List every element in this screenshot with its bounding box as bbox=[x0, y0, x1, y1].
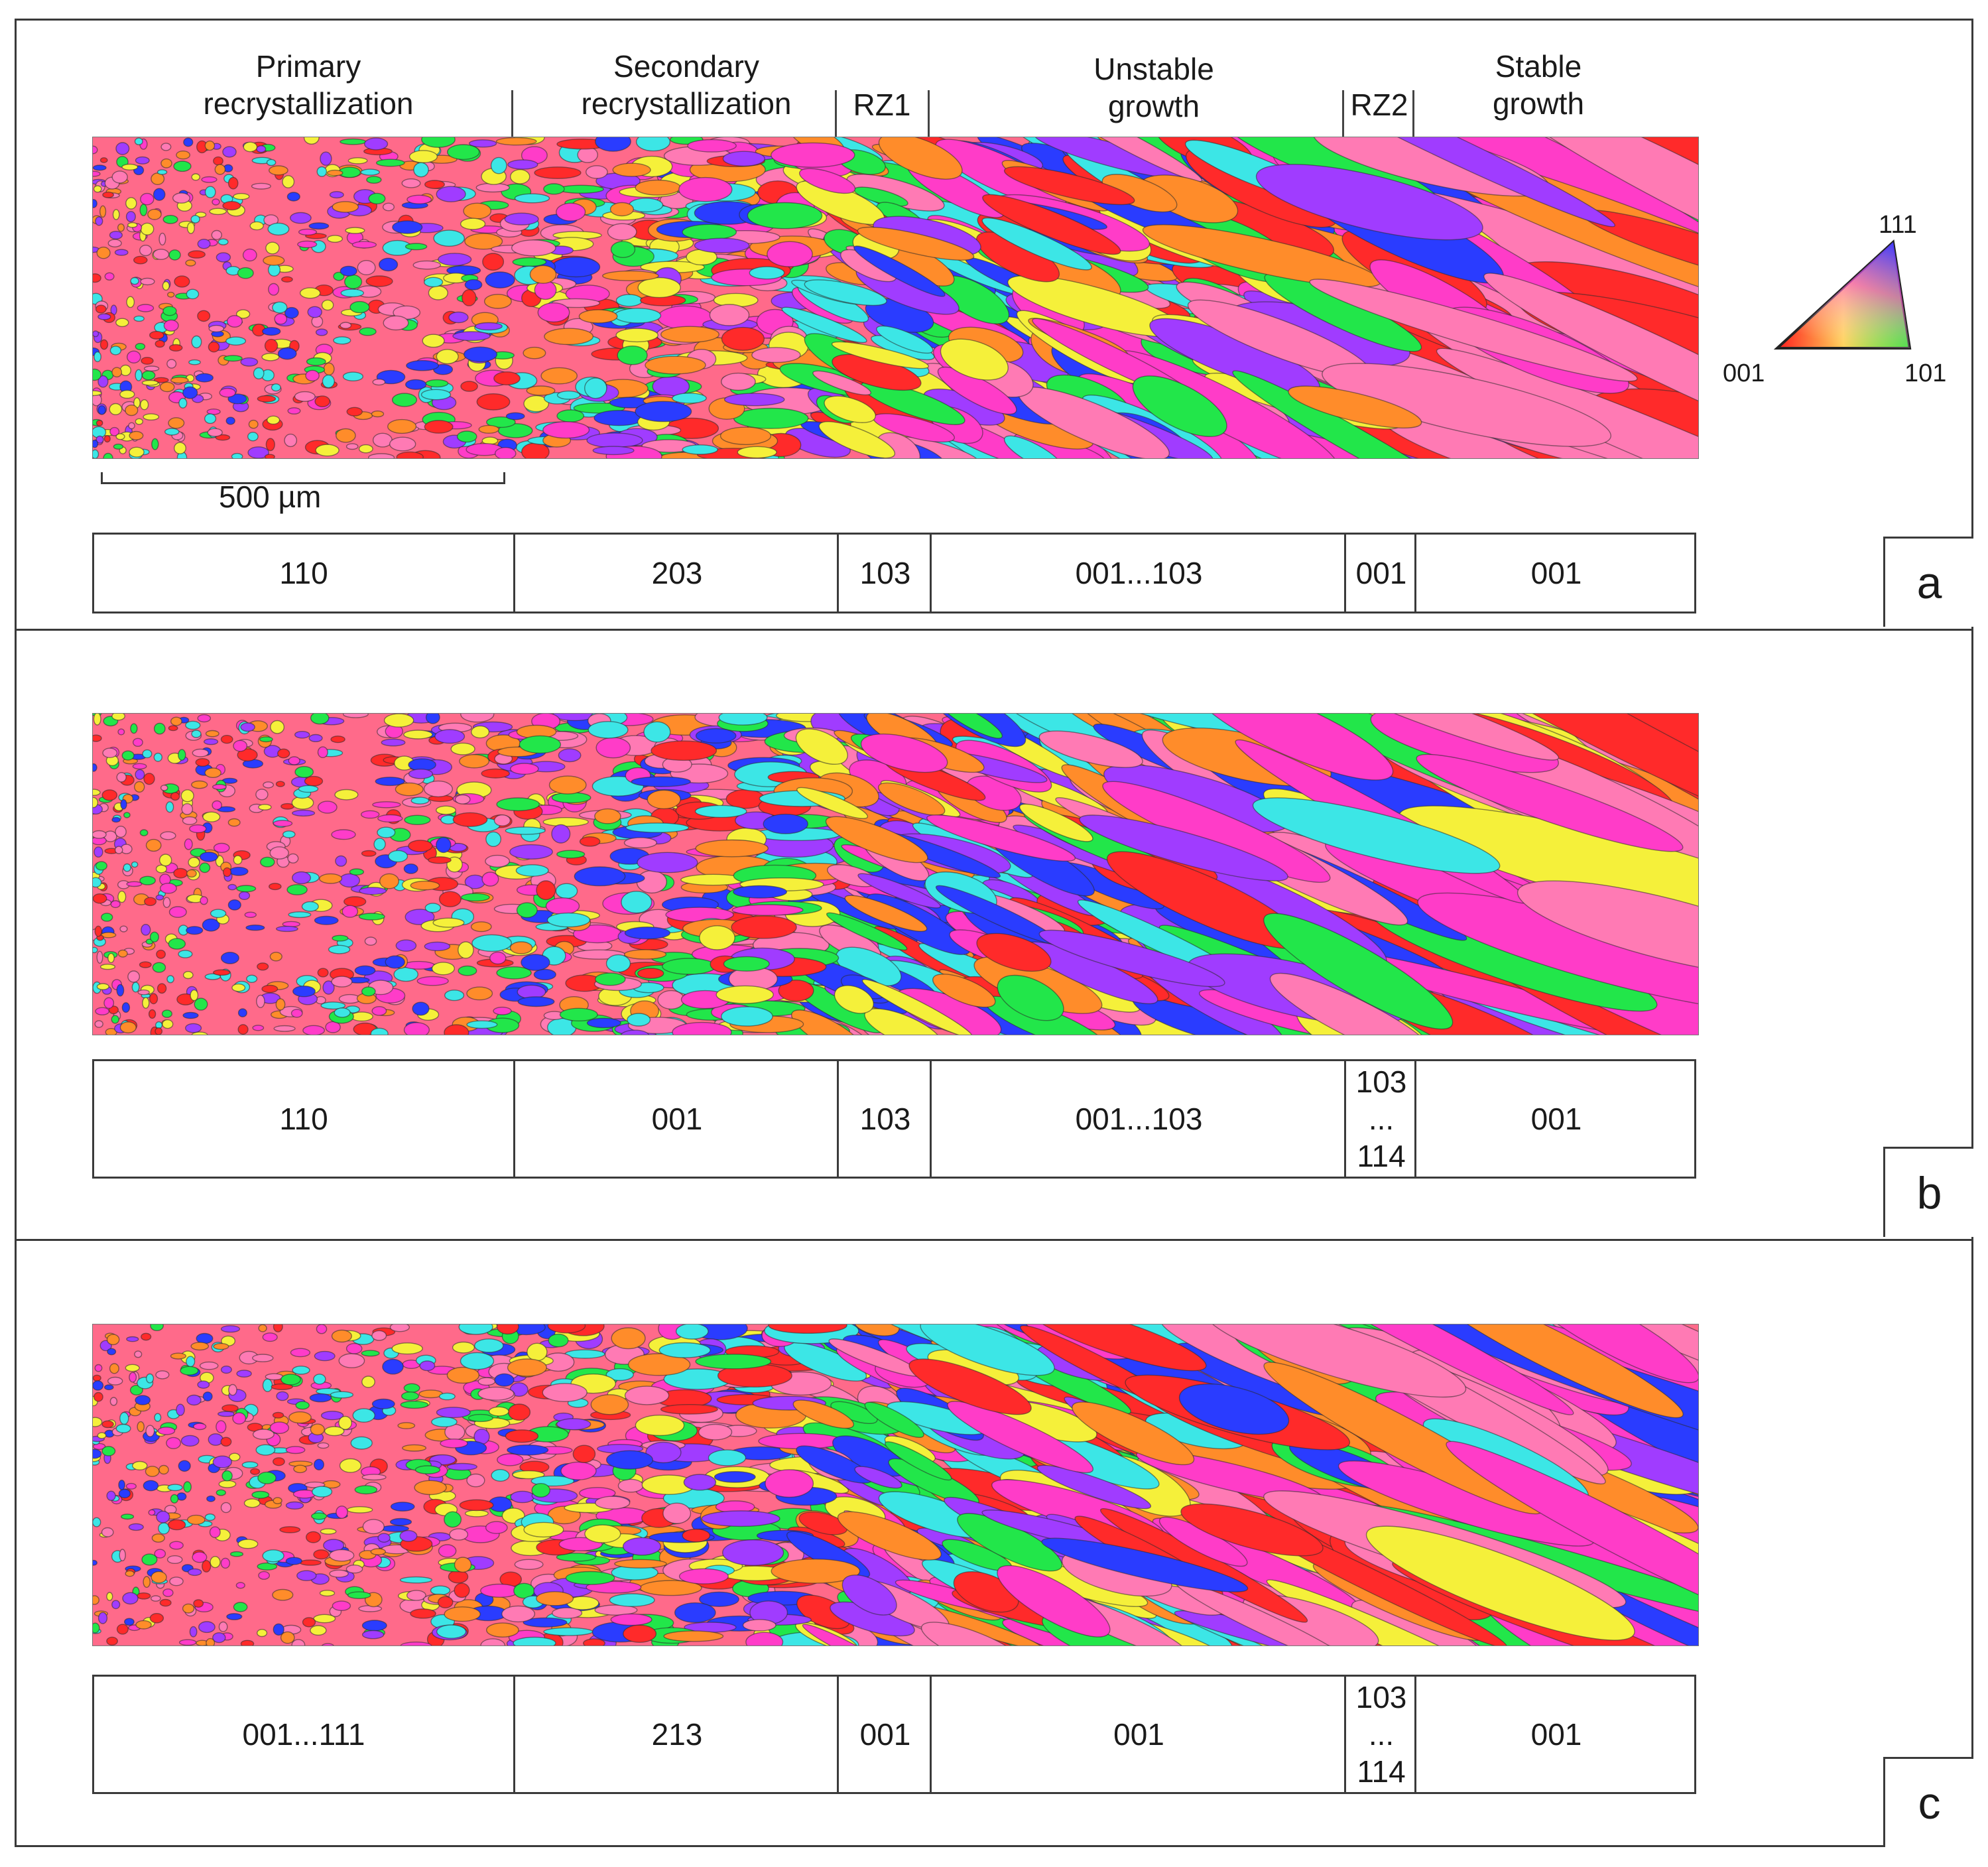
phase-header-unstable: Unstable growth bbox=[1093, 52, 1214, 123]
texture-cell: 213 bbox=[513, 1677, 839, 1792]
phase-header-secondary: Secondary recrystallization bbox=[581, 49, 792, 121]
phase-header-rz2: RZ2 bbox=[1350, 88, 1408, 122]
figure-frame bbox=[15, 19, 1973, 1847]
phase-divider bbox=[511, 90, 513, 137]
scale-bar bbox=[101, 472, 505, 484]
phase-header-rz1: RZ1 bbox=[853, 88, 911, 122]
texture-cell: 001 bbox=[513, 1061, 839, 1177]
texture-cell: 001 bbox=[930, 1677, 1346, 1792]
phase-divider bbox=[835, 90, 837, 137]
ipf-color-key bbox=[1773, 239, 1912, 350]
texture-cell: 001...111 bbox=[242, 1717, 365, 1752]
texture-table-c: 001...111 213 001 001 103 ... 114 001 bbox=[92, 1675, 1696, 1794]
panel-label-b: b bbox=[1883, 1147, 1973, 1237]
panel-separator-ab bbox=[15, 629, 1973, 631]
texture-cell: 001 bbox=[837, 1677, 932, 1792]
texture-cell: 001...103 bbox=[930, 535, 1346, 612]
phase-divider bbox=[1412, 90, 1414, 137]
ebsd-map-b bbox=[92, 713, 1699, 1035]
texture-table-b: 110 001 103 001...103 103 ... 114 001 bbox=[92, 1059, 1696, 1179]
phase-divider bbox=[928, 90, 930, 137]
phase-header-stable: Stable growth bbox=[1492, 49, 1585, 121]
texture-cell: 001...103 bbox=[930, 1061, 1346, 1177]
texture-cell: 001 bbox=[1414, 1061, 1696, 1177]
panel-separator-bc bbox=[15, 1239, 1973, 1241]
ipf-label-111: 111 bbox=[1879, 211, 1917, 239]
texture-cell: 203 bbox=[513, 535, 839, 612]
texture-cell: 103 bbox=[837, 1061, 932, 1177]
panel-label-c: c bbox=[1883, 1757, 1973, 1847]
texture-cell: 103 ... 114 bbox=[1344, 1061, 1416, 1177]
texture-cell: 110 bbox=[279, 556, 328, 590]
texture-cell: 001 bbox=[1414, 535, 1696, 612]
texture-cell: 103 bbox=[837, 535, 932, 612]
ipf-label-001: 001 bbox=[1723, 359, 1765, 387]
texture-cell: 001 bbox=[1344, 535, 1416, 612]
ebsd-map-a bbox=[92, 137, 1699, 459]
texture-cell: 103 ... 114 bbox=[1344, 1677, 1416, 1792]
phase-header-primary: Primary recrystallization bbox=[203, 49, 414, 121]
panel-label-a: a bbox=[1883, 537, 1973, 627]
texture-cell: 110 bbox=[279, 1102, 328, 1136]
ipf-label-101: 101 bbox=[1904, 359, 1947, 387]
texture-cell: 001 bbox=[1414, 1677, 1696, 1792]
phase-divider bbox=[1342, 90, 1344, 137]
ebsd-map-c bbox=[92, 1324, 1699, 1646]
scale-bar-label: 500 µm bbox=[219, 480, 322, 514]
texture-table-a: 110 203 103 001...103 001 001 bbox=[92, 533, 1696, 613]
